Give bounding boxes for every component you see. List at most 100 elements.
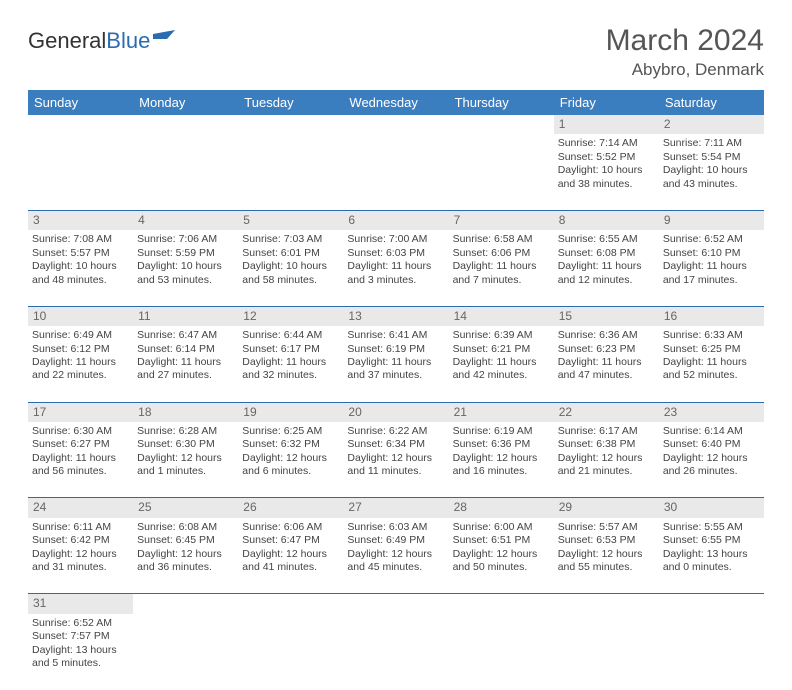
- daylight-line2: and 48 minutes.: [32, 274, 129, 287]
- day-number-cell: [659, 594, 764, 614]
- day-number-cell: 10: [28, 306, 133, 326]
- sunset-line: Sunset: 5:54 PM: [663, 151, 760, 164]
- day-detail-row: Sunrise: 7:08 AMSunset: 5:57 PMDaylight:…: [28, 230, 764, 306]
- daylight-line: Daylight: 12 hours: [242, 452, 339, 465]
- sunset-line: Sunset: 6:12 PM: [32, 343, 129, 356]
- sunrise-line: Sunrise: 6:30 AM: [32, 425, 129, 438]
- sunset-line: Sunset: 6:32 PM: [242, 438, 339, 451]
- day-detail-cell: [343, 134, 448, 210]
- daylight-line: Daylight: 12 hours: [32, 548, 129, 561]
- daylight-line2: and 26 minutes.: [663, 465, 760, 478]
- day-number-cell: 5: [238, 210, 343, 230]
- day-number-cell: 27: [343, 498, 448, 518]
- sunset-line: Sunset: 6:51 PM: [453, 534, 550, 547]
- day-number-cell: [554, 594, 659, 614]
- sunrise-line: Sunrise: 6:39 AM: [453, 329, 550, 342]
- daynum-row: 31: [28, 594, 764, 614]
- sunset-line: Sunset: 6:34 PM: [347, 438, 444, 451]
- title-block: March 2024 Abybro, Denmark: [606, 24, 764, 80]
- day-detail-cell: Sunrise: 6:17 AMSunset: 6:38 PMDaylight:…: [554, 422, 659, 498]
- daylight-line: Daylight: 10 hours: [137, 260, 234, 273]
- daylight-line2: and 12 minutes.: [558, 274, 655, 287]
- daylight-line: Daylight: 11 hours: [32, 452, 129, 465]
- sunrise-line: Sunrise: 6:49 AM: [32, 329, 129, 342]
- sunrise-line: Sunrise: 7:08 AM: [32, 233, 129, 246]
- day-detail-cell: Sunrise: 6:03 AMSunset: 6:49 PMDaylight:…: [343, 518, 448, 594]
- daylight-line2: and 3 minutes.: [347, 274, 444, 287]
- weekday-header: Friday: [554, 90, 659, 115]
- day-detail-cell: Sunrise: 6:22 AMSunset: 6:34 PMDaylight:…: [343, 422, 448, 498]
- sunrise-line: Sunrise: 6:11 AM: [32, 521, 129, 534]
- day-number-cell: 7: [449, 210, 554, 230]
- day-number-cell: 12: [238, 306, 343, 326]
- daylight-line: Daylight: 13 hours: [663, 548, 760, 561]
- logo-text-blue: Blue: [106, 28, 150, 54]
- day-detail-cell: Sunrise: 5:57 AMSunset: 6:53 PMDaylight:…: [554, 518, 659, 594]
- sunrise-line: Sunrise: 5:55 AM: [663, 521, 760, 534]
- daylight-line2: and 58 minutes.: [242, 274, 339, 287]
- day-detail-cell: Sunrise: 6:36 AMSunset: 6:23 PMDaylight:…: [554, 326, 659, 402]
- daylight-line2: and 16 minutes.: [453, 465, 550, 478]
- day-number-cell: 2: [659, 115, 764, 134]
- day-number-cell: 31: [28, 594, 133, 614]
- sunset-line: Sunset: 5:52 PM: [558, 151, 655, 164]
- daynum-row: 24252627282930: [28, 498, 764, 518]
- day-number-cell: [133, 594, 238, 614]
- day-detail-cell: Sunrise: 6:47 AMSunset: 6:14 PMDaylight:…: [133, 326, 238, 402]
- daylight-line2: and 21 minutes.: [558, 465, 655, 478]
- day-number-cell: 26: [238, 498, 343, 518]
- day-number-cell: 9: [659, 210, 764, 230]
- day-number-cell: [238, 115, 343, 134]
- sunset-line: Sunset: 6:38 PM: [558, 438, 655, 451]
- day-detail-cell: [343, 614, 448, 690]
- logo-text-general: General: [28, 28, 106, 54]
- day-detail-row: Sunrise: 6:11 AMSunset: 6:42 PMDaylight:…: [28, 518, 764, 594]
- header: GeneralBlue March 2024 Abybro, Denmark: [28, 24, 764, 80]
- day-detail-cell: Sunrise: 6:14 AMSunset: 6:40 PMDaylight:…: [659, 422, 764, 498]
- day-number-cell: [238, 594, 343, 614]
- daylight-line: Daylight: 10 hours: [32, 260, 129, 273]
- sunrise-line: Sunrise: 6:44 AM: [242, 329, 339, 342]
- sunrise-line: Sunrise: 6:00 AM: [453, 521, 550, 534]
- day-detail-cell: Sunrise: 6:19 AMSunset: 6:36 PMDaylight:…: [449, 422, 554, 498]
- sunset-line: Sunset: 6:10 PM: [663, 247, 760, 260]
- day-detail-row: Sunrise: 7:14 AMSunset: 5:52 PMDaylight:…: [28, 134, 764, 210]
- day-detail-cell: Sunrise: 7:11 AMSunset: 5:54 PMDaylight:…: [659, 134, 764, 210]
- sunrise-line: Sunrise: 6:58 AM: [453, 233, 550, 246]
- daylight-line: Daylight: 11 hours: [453, 260, 550, 273]
- sunset-line: Sunset: 5:57 PM: [32, 247, 129, 260]
- sunrise-line: Sunrise: 6:47 AM: [137, 329, 234, 342]
- day-detail-cell: [554, 614, 659, 690]
- day-detail-cell: [449, 134, 554, 210]
- calendar-table: Sunday Monday Tuesday Wednesday Thursday…: [28, 90, 764, 690]
- weekday-header: Tuesday: [238, 90, 343, 115]
- day-number-cell: 30: [659, 498, 764, 518]
- daylight-line2: and 53 minutes.: [137, 274, 234, 287]
- daylight-line: Daylight: 12 hours: [137, 548, 234, 561]
- daylight-line: Daylight: 11 hours: [347, 260, 444, 273]
- daylight-line2: and 7 minutes.: [453, 274, 550, 287]
- daylight-line2: and 1 minutes.: [137, 465, 234, 478]
- sunrise-line: Sunrise: 6:52 AM: [32, 617, 129, 630]
- daylight-line2: and 43 minutes.: [663, 178, 760, 191]
- daylight-line2: and 17 minutes.: [663, 274, 760, 287]
- day-number-cell: [133, 115, 238, 134]
- sunrise-line: Sunrise: 6:25 AM: [242, 425, 339, 438]
- weekday-header: Wednesday: [343, 90, 448, 115]
- sunset-line: Sunset: 6:47 PM: [242, 534, 339, 547]
- day-number-cell: [28, 115, 133, 134]
- sunset-line: Sunset: 6:19 PM: [347, 343, 444, 356]
- daylight-line: Daylight: 11 hours: [32, 356, 129, 369]
- daylight-line: Daylight: 11 hours: [137, 356, 234, 369]
- sunset-line: Sunset: 6:17 PM: [242, 343, 339, 356]
- sunset-line: Sunset: 6:36 PM: [453, 438, 550, 451]
- day-detail-cell: Sunrise: 6:55 AMSunset: 6:08 PMDaylight:…: [554, 230, 659, 306]
- sunrise-line: Sunrise: 6:03 AM: [347, 521, 444, 534]
- daynum-row: 12: [28, 115, 764, 134]
- calendar-body: 12Sunrise: 7:14 AMSunset: 5:52 PMDayligh…: [28, 115, 764, 690]
- sunset-line: Sunset: 6:25 PM: [663, 343, 760, 356]
- day-detail-cell: Sunrise: 7:14 AMSunset: 5:52 PMDaylight:…: [554, 134, 659, 210]
- day-detail-cell: Sunrise: 6:25 AMSunset: 6:32 PMDaylight:…: [238, 422, 343, 498]
- sunset-line: Sunset: 6:23 PM: [558, 343, 655, 356]
- sunset-line: Sunset: 6:01 PM: [242, 247, 339, 260]
